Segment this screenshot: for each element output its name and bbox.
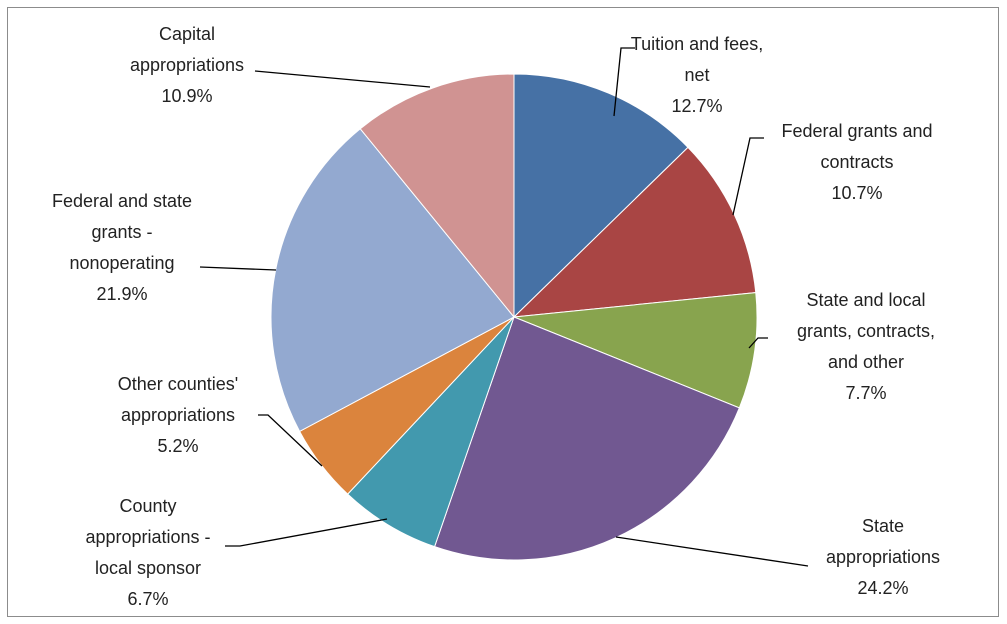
slice-name-line: State <box>862 516 904 536</box>
slice-label: State and local grants, contracts, and oth… <box>797 290 935 403</box>
slice-name-line: appropriations <box>121 405 235 425</box>
slice-name-line: Tuition and fees, <box>631 34 763 54</box>
slice-name-line: contracts <box>820 152 893 172</box>
slice-name-line: net <box>684 65 709 85</box>
leader-line <box>254 70 431 88</box>
leader-line <box>613 47 635 117</box>
slice-label: State appropriations 24.2% <box>826 516 940 598</box>
slice-label: Capital appropriations 10.9% <box>130 24 244 106</box>
slice-label: County appropriations - local sponsor 6.7% <box>85 496 210 609</box>
leader-lines <box>199 47 809 567</box>
pie-slice <box>359 73 515 319</box>
slice-percent-label: 6.7% <box>127 589 168 609</box>
leader-line <box>199 266 277 271</box>
leader-line <box>615 536 809 567</box>
slice-name-line: Other counties' <box>118 374 239 394</box>
slice-name-line: Capital <box>159 24 215 44</box>
slice-name-line: local sponsor <box>95 558 201 578</box>
slice-labels: Tuition and fees, net 12.7% Federal grants … <box>52 24 940 609</box>
slice-name-line: grants - <box>91 222 152 242</box>
slice-label: Federal grants and contracts 10.7% <box>781 121 932 203</box>
leader-line <box>732 137 764 216</box>
slice-percent-label: 10.7% <box>831 183 882 203</box>
slice-percent-label: 21.9% <box>96 284 147 304</box>
slice-name-line: and other <box>828 352 904 372</box>
slice-name-line: State and local <box>806 290 925 310</box>
slice-label: Tuition and fees, net 12.7% <box>631 34 763 116</box>
leader-line <box>225 518 388 547</box>
slice-name-line: Federal grants and <box>781 121 932 141</box>
slice-label: Other counties' appropriations 5.2% <box>118 374 239 456</box>
slice-name-line: grants, contracts, <box>797 321 935 341</box>
slice-name-line: County <box>119 496 176 516</box>
leader-line <box>258 414 323 467</box>
slice-name-line: appropriations - <box>85 527 210 547</box>
pie-slice <box>270 128 515 433</box>
slice-percent-label: 12.7% <box>671 96 722 116</box>
pie-slice <box>513 73 689 319</box>
pie-slice <box>433 316 741 561</box>
slice-percent-label: 10.9% <box>161 86 212 106</box>
slice-percent-label: 5.2% <box>157 436 198 456</box>
pie-slices <box>270 73 758 561</box>
slice-name-line: appropriations <box>130 55 244 75</box>
slice-name-line: Federal and state <box>52 191 192 211</box>
pie-slice <box>513 292 758 409</box>
slice-label: Federal and state grants - nonoperating 21.… <box>52 191 192 304</box>
slice-name-line: nonoperating <box>69 253 174 273</box>
slice-percent-label: 24.2% <box>857 578 908 598</box>
slice-percent-label: 7.7% <box>845 383 886 403</box>
leader-line <box>748 337 768 349</box>
slice-name-line: appropriations <box>826 547 940 567</box>
pie-slice <box>512 146 757 318</box>
